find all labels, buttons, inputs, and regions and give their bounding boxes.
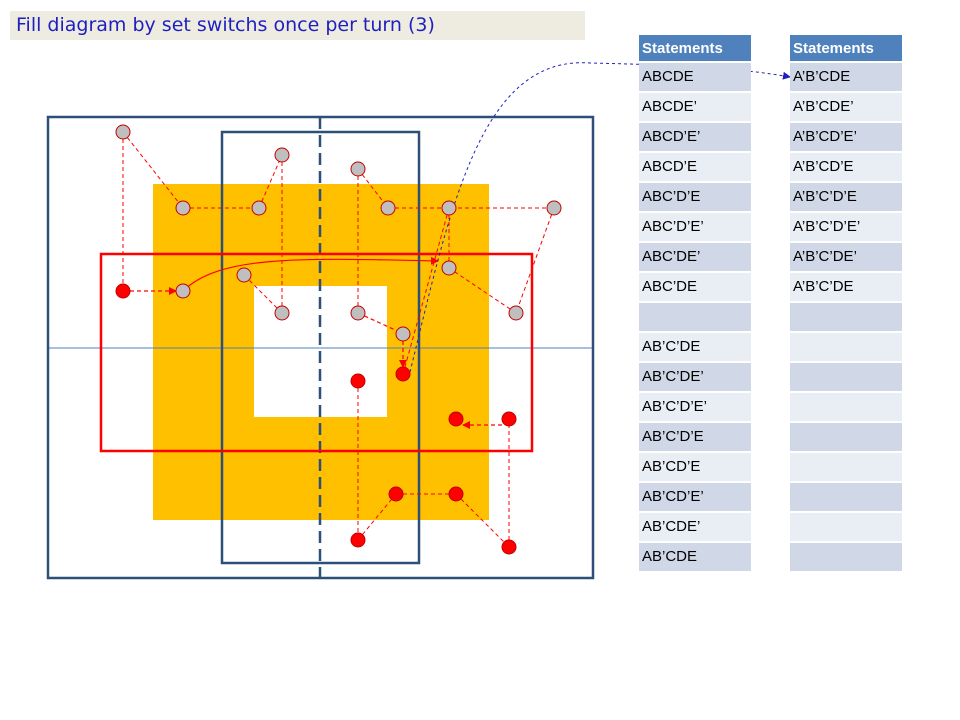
gray-dot bbox=[236, 267, 252, 283]
table-header: Statements bbox=[639, 35, 751, 63]
table-row bbox=[790, 543, 902, 573]
table-row bbox=[790, 483, 902, 513]
table-row: A’B’CDE’ bbox=[790, 93, 902, 123]
red-set-box bbox=[99, 252, 534, 453]
table-row: AB’CDE’ bbox=[639, 513, 751, 543]
table-row: AB’C’DE bbox=[639, 333, 751, 363]
table-row: ABC’D’E bbox=[639, 183, 751, 213]
table-row bbox=[790, 513, 902, 543]
table-row bbox=[790, 303, 902, 333]
red-dot bbox=[501, 411, 517, 427]
gray-dot bbox=[175, 200, 191, 216]
connector bbox=[243, 274, 283, 314]
table-row: AB’CDE bbox=[639, 543, 751, 573]
slide-title: Fill diagram by set switchs once per tur… bbox=[10, 11, 585, 40]
table-header: Statements bbox=[790, 35, 902, 63]
table-row bbox=[790, 363, 902, 393]
table-row: A’B’CD’E’ bbox=[790, 123, 902, 153]
red-dot bbox=[448, 411, 464, 427]
table-row: A’B’CDE bbox=[790, 63, 902, 93]
red-dot bbox=[350, 532, 366, 548]
connector bbox=[455, 493, 510, 548]
gray-dot bbox=[350, 161, 366, 177]
table-row bbox=[639, 303, 751, 333]
table-row: AB’CD’E bbox=[639, 453, 751, 483]
path-arrows bbox=[130, 287, 502, 429]
red-dot bbox=[388, 486, 404, 502]
connector bbox=[402, 207, 450, 375]
arrow-to-corner-dot bbox=[357, 312, 405, 335]
inner-tall-box bbox=[220, 130, 421, 565]
gray-dot bbox=[251, 200, 267, 216]
gray-dot bbox=[274, 147, 290, 163]
connector bbox=[357, 493, 397, 541]
gray-dot bbox=[441, 260, 457, 276]
connector bbox=[258, 154, 283, 209]
table-row bbox=[790, 423, 902, 453]
table-row: ABCDE’ bbox=[639, 93, 751, 123]
title-text: Fill diagram by set switchs once per tur… bbox=[16, 14, 435, 36]
path-connectors bbox=[122, 131, 555, 548]
statements-table-left: Statements ABCDE ABCDE’ ABCD’E’ ABCD’E A… bbox=[639, 35, 751, 573]
table-row: ABC’DE’ bbox=[639, 243, 751, 273]
table-row: ABCDE bbox=[639, 63, 751, 93]
red-dots bbox=[115, 283, 517, 555]
gray-dot bbox=[115, 124, 131, 140]
connector bbox=[122, 131, 184, 209]
red-dot bbox=[448, 486, 464, 502]
orange-set-region bbox=[153, 184, 489, 520]
table-row: ABCD’E bbox=[639, 153, 751, 183]
gray-dots bbox=[115, 124, 562, 342]
table-row: A’B’CD’E bbox=[790, 153, 902, 183]
statements-table-right: Statements A’B’CDE A’B’CDE’ A’B’CD’E’ A’… bbox=[790, 35, 902, 573]
table-row: A’B’C’D’E’ bbox=[790, 213, 902, 243]
gray-dot bbox=[350, 305, 366, 321]
table-row bbox=[790, 393, 902, 423]
table-row: AB’CD’E’ bbox=[639, 483, 751, 513]
table-row: ABC’DE bbox=[639, 273, 751, 303]
table-row: A’B’C’DE’ bbox=[790, 243, 902, 273]
gray-dot bbox=[380, 200, 396, 216]
table-row bbox=[790, 453, 902, 483]
table-row: AB’C’D’E bbox=[639, 423, 751, 453]
table-row: ABC’D’E’ bbox=[639, 213, 751, 243]
gray-dot bbox=[274, 305, 290, 321]
table-row: AB’C’DE’ bbox=[639, 363, 751, 393]
red-dot bbox=[395, 366, 411, 382]
table-row: ABCD’E’ bbox=[639, 123, 751, 153]
arrow-curved-top bbox=[182, 256, 439, 292]
red-dot bbox=[115, 283, 131, 299]
table-row bbox=[790, 333, 902, 363]
gray-dot bbox=[508, 305, 524, 321]
gray-dot bbox=[175, 283, 191, 299]
gray-dot bbox=[441, 200, 457, 216]
red-dot bbox=[501, 539, 517, 555]
gray-dot bbox=[395, 326, 411, 342]
table-row: AB’C’D’E’ bbox=[639, 393, 751, 423]
connector bbox=[515, 207, 555, 314]
table-row: A’B’C’DE bbox=[790, 273, 902, 303]
red-dot bbox=[350, 373, 366, 389]
gray-dot bbox=[546, 200, 562, 216]
connector bbox=[357, 168, 389, 209]
table-row: A’B’C’D’E bbox=[790, 183, 902, 213]
